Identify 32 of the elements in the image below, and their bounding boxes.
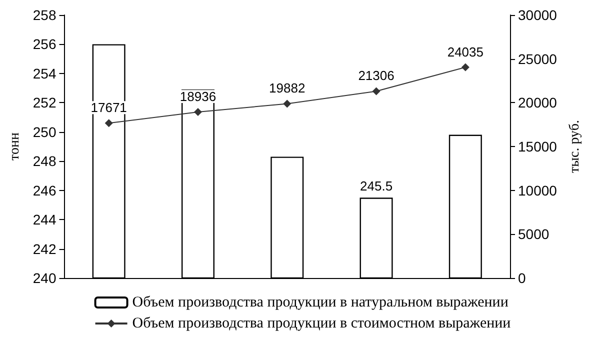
y2-tick-label: 20000 (518, 94, 558, 111)
data-label: 24035 (447, 44, 484, 60)
data-label: 245.5 (360, 178, 393, 194)
data-label: 17671 (90, 100, 127, 116)
y-tick-label: 258 (32, 7, 56, 23)
y-tick-label: 248 (32, 153, 56, 170)
y-tick-label: 254 (32, 65, 56, 82)
y-tick-label: 240 (32, 270, 56, 286)
y2-tick-label: 10000 (518, 182, 558, 198)
legend-label: Объем производства продукции в стоимостном выражении (132, 316, 511, 332)
point (283, 100, 292, 108)
y2-tick-label: 30000 (518, 7, 558, 23)
point (461, 63, 470, 72)
y-tick-label: 250 (32, 124, 56, 140)
y2-tick-label: 15000 (518, 138, 558, 154)
y-tick-label: 242 (32, 240, 56, 257)
data-label: 18936 (180, 88, 216, 104)
point (372, 87, 380, 96)
y-tick-label: 252 (32, 94, 56, 111)
y-tick-label: 244 (32, 212, 56, 228)
y2-tick-label: 25000 (518, 50, 558, 67)
legend-label: Объем производства продукции в натуральном выражении (132, 294, 508, 310)
data-label: 19882 (269, 80, 306, 96)
y-tick-label: 256 (32, 36, 56, 52)
point (104, 119, 113, 128)
y2-tick-label: 5000 (518, 226, 550, 242)
y2-axis-title: тыс. руб. (567, 120, 582, 173)
y-axis-title: тонн (8, 132, 22, 160)
y2-tick-label: 0 (518, 270, 526, 286)
point (194, 108, 202, 116)
data-label: 21306 (358, 68, 394, 84)
y-tick-label: 246 (32, 182, 56, 198)
